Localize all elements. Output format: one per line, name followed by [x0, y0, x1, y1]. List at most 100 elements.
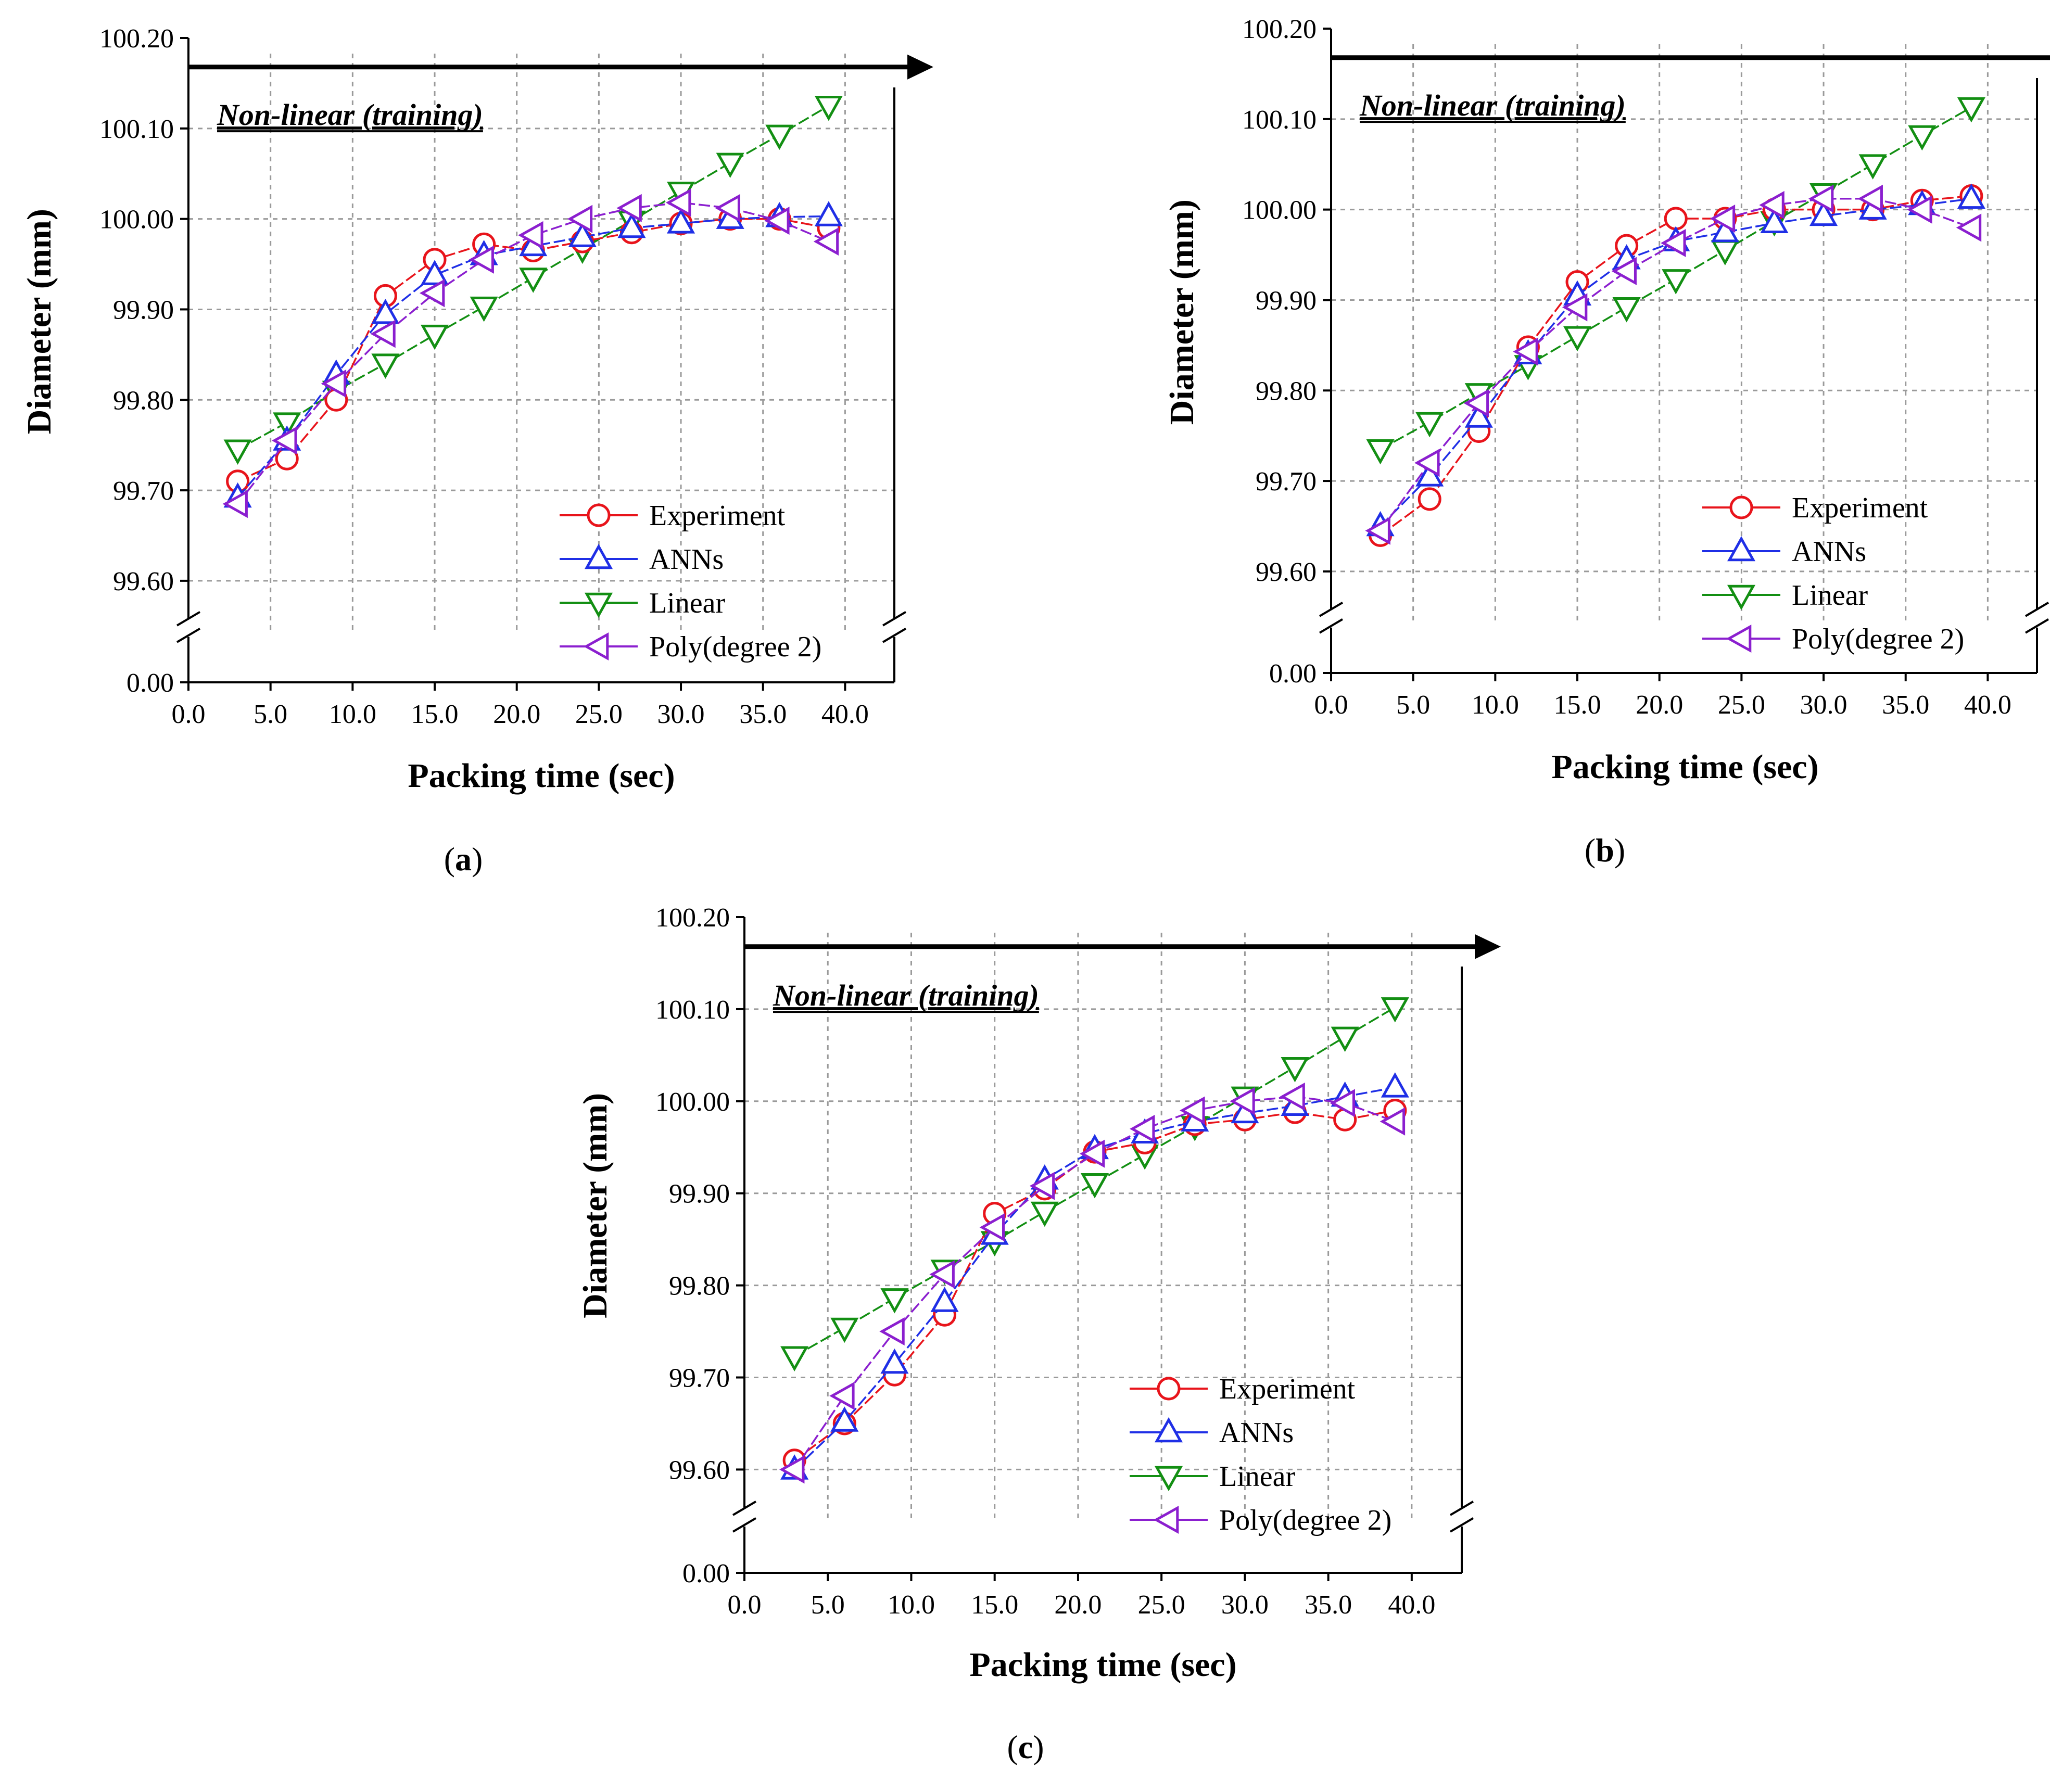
axis-break-mark — [732, 1517, 757, 1533]
axis-break-mark — [2024, 618, 2049, 634]
x-tick-label: 5.0 — [1396, 690, 1430, 720]
y-axis-title: Diameter (mm) — [20, 209, 58, 434]
x-tick-label: 30.0 — [1221, 1590, 1269, 1620]
chart-panel-c: Non-linear (training) 0.00 99.60 99.70 99.80… — [576, 903, 1501, 1765]
x-tick-label: 30.0 — [1800, 690, 1847, 720]
x-axis-title: Packing time (sec) — [969, 1646, 1236, 1684]
data-point — [1414, 449, 1440, 477]
data-point — [880, 1288, 909, 1314]
legend-item: Poly(degree 2) — [1130, 1504, 1391, 1536]
data-point — [1381, 997, 1409, 1023]
y-tick-label: 100.10 — [655, 995, 730, 1025]
legend-label: Linear — [1792, 579, 1868, 612]
legend-marker — [1153, 1505, 1179, 1534]
legend-label: Linear — [649, 587, 725, 619]
data-point — [1809, 200, 1838, 226]
data-point — [1808, 184, 1834, 213]
x-tick-label: 20.0 — [493, 700, 540, 729]
y-tick-label: 100.20 — [1242, 15, 1317, 44]
data-point — [1907, 195, 1932, 224]
data-point — [1331, 1026, 1359, 1052]
legend-item: Poly(degree 2) — [560, 631, 821, 663]
x-tick-labels: 0.0 5.0 10.0 15.0 20.0 25.0 30.0 35.0 40.0 — [728, 1573, 1435, 1620]
data-point — [829, 1381, 855, 1410]
data-point — [1365, 516, 1390, 545]
y-tick-label: 100.20 — [99, 24, 174, 54]
data-point — [222, 490, 248, 518]
data-point — [1661, 228, 1686, 258]
legend-marker — [584, 592, 613, 618]
x-tick-labels: 0.0 5.0 10.0 15.0 20.0 25.0 30.0 35.0 40.0 — [172, 682, 869, 729]
data-point — [223, 439, 252, 465]
legend-item: Linear — [1130, 1460, 1295, 1493]
y-tick-label: 99.70 — [669, 1364, 730, 1393]
legend-marker — [1726, 624, 1752, 653]
data-point — [1858, 154, 1887, 180]
y-tick-label: 99.70 — [1256, 467, 1317, 497]
legend-label: Poly(degree 2) — [649, 631, 821, 663]
x-tick-label: 40.0 — [1388, 1590, 1435, 1620]
data-point — [273, 412, 301, 438]
y-tick-label: 99.80 — [1256, 376, 1317, 406]
y-tick-label: 99.80 — [113, 386, 174, 415]
data-point — [420, 324, 449, 350]
y-tick-label: 100.00 — [655, 1087, 730, 1117]
series-poly-degree-2 — [1365, 184, 1982, 545]
y-tick-labels: 0.00 99.60 99.70 99.80 99.90 100.00 100.10 100.… — [99, 24, 188, 698]
data-point — [519, 268, 548, 293]
data-point — [1180, 1096, 1205, 1125]
x-axis-title: Packing time (sec) — [1551, 748, 1818, 786]
series-linear — [223, 96, 843, 465]
top-arrow-head — [1475, 934, 1501, 959]
x-tick-label: 15.0 — [1554, 690, 1601, 720]
data-point — [616, 194, 642, 222]
y-tick-label: 0.00 — [1269, 659, 1317, 689]
data-point — [1381, 1072, 1409, 1098]
y-tick-label: 99.90 — [113, 295, 174, 325]
data-point — [1562, 293, 1588, 322]
y-tick-label: 99.90 — [1256, 286, 1317, 315]
axes — [1319, 29, 2049, 674]
legend-label: Poly(degree 2) — [1219, 1504, 1391, 1536]
legend-marker — [583, 632, 609, 661]
x-tick-label: 10.0 — [329, 700, 376, 729]
axis-break-mark — [1319, 602, 1344, 617]
y-tick-label: 99.60 — [1256, 557, 1317, 587]
x-tick-label: 30.0 — [657, 700, 705, 729]
data-point — [930, 1287, 959, 1312]
data-point — [469, 245, 494, 274]
data-point — [1330, 1089, 1355, 1117]
series-poly-degree-2 — [779, 1082, 1406, 1484]
chart-panel-b: Non-linear (training) 0.00 99.60 99.70 99.80… — [1163, 15, 2050, 869]
data-point — [764, 207, 790, 235]
data-point — [1230, 1087, 1255, 1115]
data-point — [371, 299, 400, 324]
x-axis-title: Packing time (sec) — [408, 757, 675, 795]
y-tick-labels: 0.00 99.60 99.70 99.80 99.90 100.00 100.10 100.… — [1242, 15, 1331, 689]
y-tick-label: 100.00 — [99, 205, 174, 235]
axis-break-mark — [732, 1501, 757, 1516]
data-point — [1029, 1172, 1055, 1200]
legend-item: ANNs — [560, 543, 724, 576]
legend-marker — [1729, 495, 1753, 519]
data-point — [880, 1348, 909, 1374]
data-point — [780, 1346, 809, 1371]
y-tick-label: 0.00 — [126, 668, 174, 698]
data-point — [1611, 257, 1637, 285]
legend: Experiment ANNs Linear Poly(degree 2) — [1130, 1373, 1391, 1536]
legend-marker — [1157, 1377, 1181, 1401]
legend-item: ANNs — [1702, 536, 1866, 568]
x-tick-label: 10.0 — [1472, 690, 1519, 720]
data-point — [1759, 190, 1785, 220]
x-tick-label: 35.0 — [739, 700, 787, 729]
x-tick-label: 0.0 — [1314, 690, 1348, 720]
legend-label: Experiment — [649, 500, 786, 532]
data-point — [1908, 125, 1937, 151]
y-tick-label: 100.10 — [99, 115, 174, 144]
x-tick-label: 15.0 — [971, 1590, 1018, 1620]
x-tick-label: 25.0 — [1718, 690, 1765, 720]
legend-label: Poly(degree 2) — [1792, 623, 1964, 655]
top-arrow-head — [907, 54, 933, 80]
data-point — [1710, 204, 1736, 233]
axis-break-mark — [1449, 1517, 1474, 1533]
